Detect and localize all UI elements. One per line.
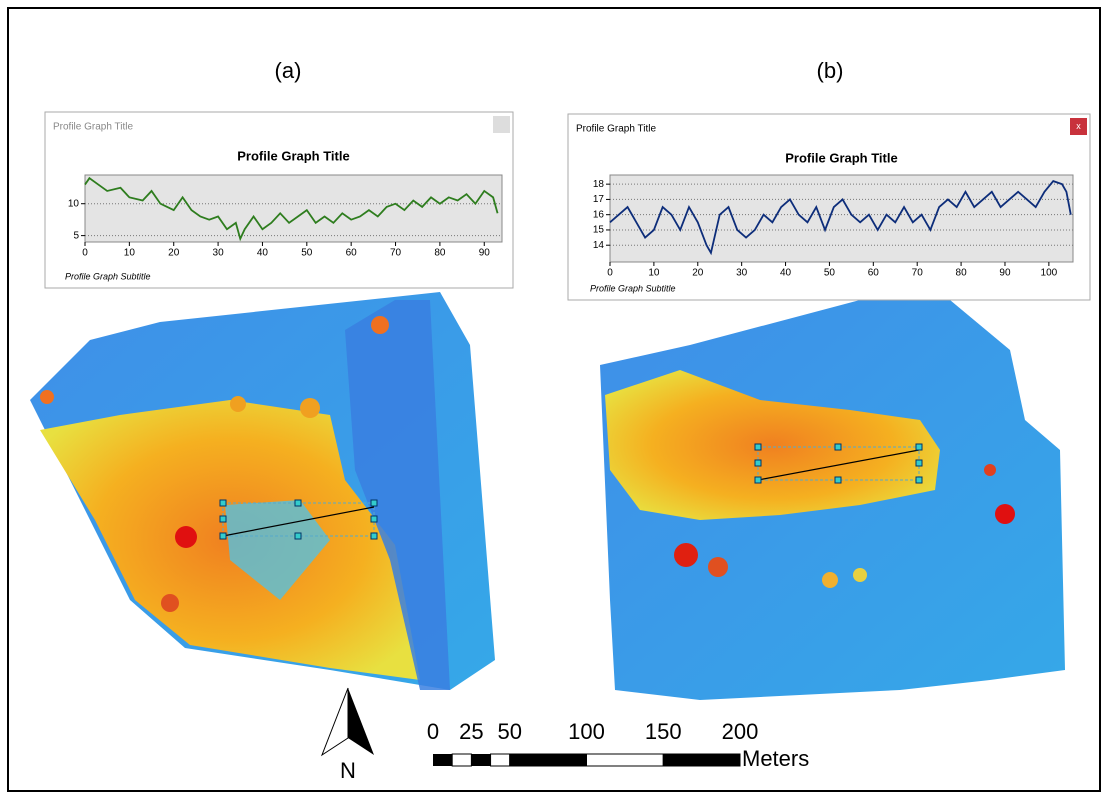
profile-window: Profile Graph Title Profile Graph Title 5 1… xyxy=(44,111,514,289)
x-tick-label: 90 xyxy=(999,268,1011,279)
window-title: Profile Graph Title xyxy=(53,122,133,133)
map-b xyxy=(600,300,1065,700)
scale-segment xyxy=(451,753,472,767)
close-label: x xyxy=(1076,121,1081,131)
scale-segment xyxy=(471,754,491,766)
scale-label: 100 xyxy=(568,719,605,744)
scale-segment xyxy=(662,753,741,767)
scale-label: 0 xyxy=(427,719,439,744)
close-button[interactable] xyxy=(1070,118,1087,135)
plot-area xyxy=(609,174,1074,263)
x-tick-label: 60 xyxy=(346,248,358,259)
x-tick-label: 0 xyxy=(607,268,613,279)
x-tick-label: 80 xyxy=(434,248,446,259)
x-tick-label: 50 xyxy=(824,268,836,279)
profile-line xyxy=(84,176,499,242)
x-tick-label: 30 xyxy=(736,268,748,279)
chart-subtitle: Profile Graph Subtitle xyxy=(65,271,151,281)
close-button xyxy=(493,116,510,133)
plot-area xyxy=(84,174,503,243)
x-tick-label: 50 xyxy=(301,248,313,259)
x-tick-label: 100 xyxy=(1041,268,1058,279)
frame xyxy=(7,7,1101,792)
x-tick-label: 40 xyxy=(257,248,269,259)
profile-window: Profile Graph Title x Profile Graph Title 1… xyxy=(567,113,1091,301)
window-title: Profile Graph Title xyxy=(576,124,656,135)
scale-label: 50 xyxy=(498,719,522,744)
chart-title: Profile Graph Title xyxy=(785,150,897,165)
x-tick-label: 0 xyxy=(82,248,88,259)
x-tick-label: 40 xyxy=(780,268,792,279)
scale-segment xyxy=(586,753,664,767)
scale-segment xyxy=(509,753,587,767)
scale-label: 200 xyxy=(722,719,759,744)
chart-title: Profile Graph Title xyxy=(237,148,349,163)
x-tick-label: 20 xyxy=(692,268,704,279)
chart-subtitle: Profile Graph Subtitle xyxy=(590,283,676,293)
y-tick-label: 14 xyxy=(593,240,605,251)
x-tick-label: 60 xyxy=(868,268,880,279)
map-a xyxy=(30,292,495,690)
x-tick-label: 10 xyxy=(648,268,660,279)
x-tick-label: 70 xyxy=(912,268,924,279)
panel-label: (b) xyxy=(817,58,844,83)
x-tick-label: 80 xyxy=(956,268,968,279)
y-tick-label: 10 xyxy=(68,198,80,209)
y-tick-label: 16 xyxy=(593,209,605,220)
x-tick-label: 70 xyxy=(390,248,402,259)
x-tick-label: 30 xyxy=(213,248,225,259)
y-tick-label: 18 xyxy=(593,179,605,190)
panel-label: (a) xyxy=(275,58,302,83)
scale-segment xyxy=(433,754,453,766)
scale-unit: Meters xyxy=(742,746,809,771)
scale-segment xyxy=(490,753,511,767)
north-label: N xyxy=(340,758,356,783)
scale-label: 150 xyxy=(645,719,682,744)
y-tick-label: 5 xyxy=(73,230,79,241)
x-tick-label: 90 xyxy=(479,248,491,259)
x-tick-label: 20 xyxy=(168,248,180,259)
scale-label: 25 xyxy=(459,719,483,744)
profile-line xyxy=(609,180,1072,256)
y-tick-label: 15 xyxy=(593,225,605,236)
north-arrow: N xyxy=(320,687,374,783)
y-tick-label: 17 xyxy=(593,194,605,205)
x-tick-label: 10 xyxy=(124,248,136,259)
